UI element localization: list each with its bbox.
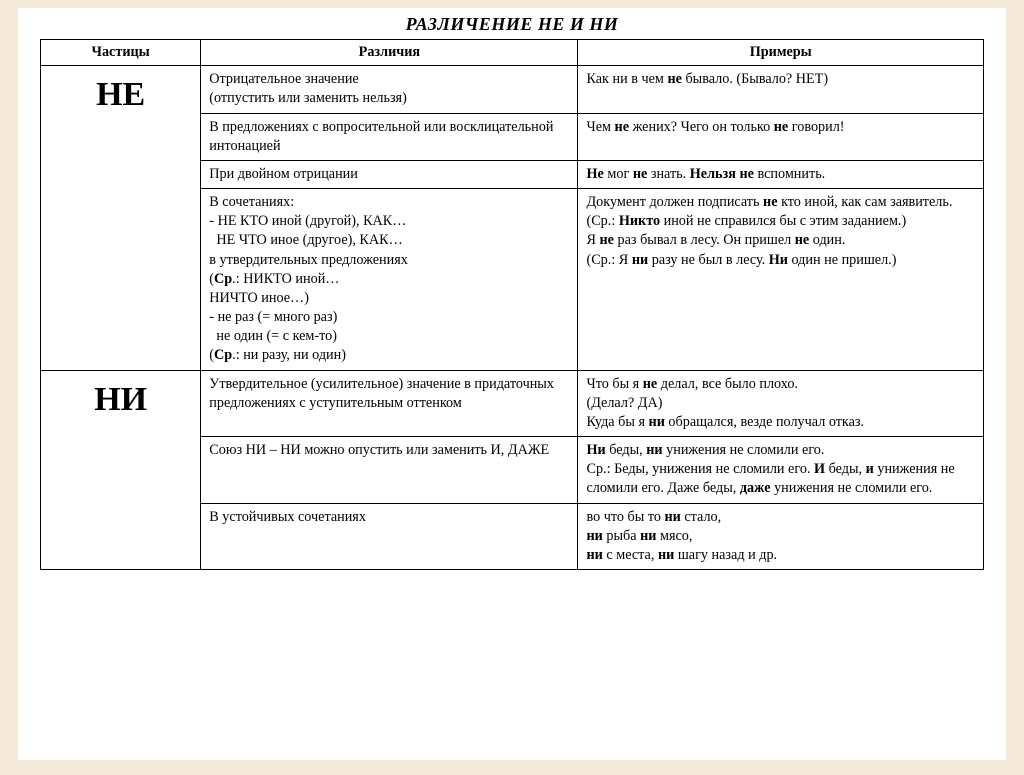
example-cell: во что бы то ни стало,ни рыба ни мясо,ни… [578, 503, 984, 570]
header-particles: Частицы [41, 40, 201, 66]
diff-cell: Отрицательное значение(отпустить или зам… [201, 66, 578, 113]
page-container: РАЗЛИЧЕНИЕ НЕ И НИ Частицы Различия Прим… [18, 8, 1006, 760]
example-cell: Не мог не знать. Нельзя не вспомнить. [578, 160, 984, 188]
diff-cell: Союз НИ – НИ можно опустить или заменить… [201, 437, 578, 504]
diff-cell: При двойном отрицании [201, 160, 578, 188]
table-row: НИ Утвердительное (усилительное) значени… [41, 370, 984, 437]
page-title: РАЗЛИЧЕНИЕ НЕ И НИ [40, 14, 984, 35]
table-row: НЕ Отрицательное значение(отпустить или … [41, 66, 984, 113]
diff-cell: В сочетаниях:- НЕ КТО иной (другой), КАК… [201, 189, 578, 371]
rules-table: Частицы Различия Примеры НЕ Отрицательно… [40, 39, 984, 570]
example-cell: Что бы я не делал, все было плохо.(Делал… [578, 370, 984, 437]
diff-cell: В устойчивых сочетаниях [201, 503, 578, 570]
particle-ne: НЕ [41, 66, 201, 370]
diff-cell: Утвердительное (усилительное) значение в… [201, 370, 578, 437]
header-differences: Различия [201, 40, 578, 66]
table-header-row: Частицы Различия Примеры [41, 40, 984, 66]
example-cell: Документ должен подписать не кто иной, к… [578, 189, 984, 371]
particle-ni: НИ [41, 370, 201, 570]
example-cell: Ни беды, ни унижения не сломили его.Ср.:… [578, 437, 984, 504]
header-examples: Примеры [578, 40, 984, 66]
example-cell: Чем не жених? Чего он только не говорил! [578, 113, 984, 160]
diff-cell: В предложениях с вопросительной или воск… [201, 113, 578, 160]
example-cell: Как ни в чем не бывало. (Бывало? НЕТ) [578, 66, 984, 113]
